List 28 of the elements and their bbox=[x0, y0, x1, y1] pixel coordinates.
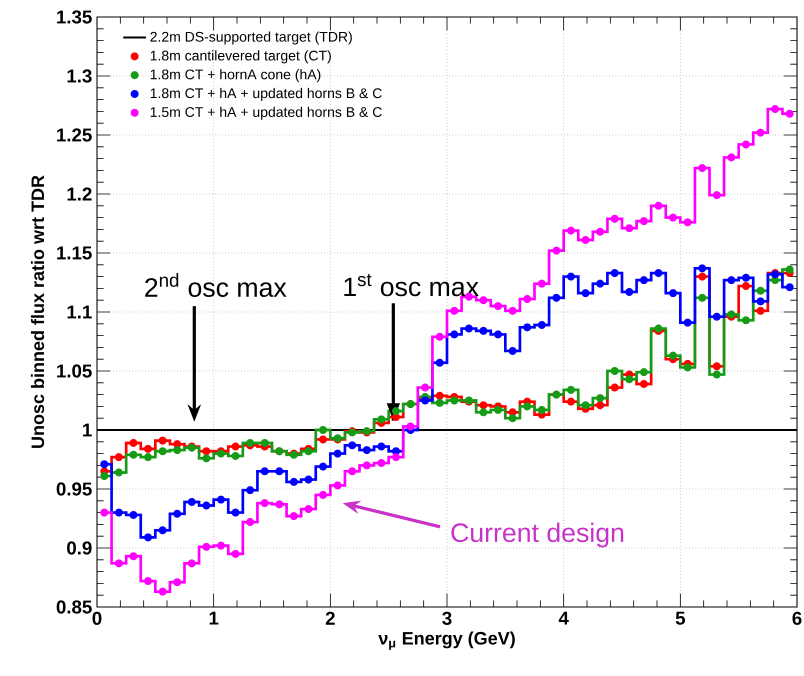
y-tick-label: 1.25 bbox=[57, 128, 92, 142]
x-tick-label: 4 bbox=[558, 612, 569, 625]
y-tick-label: 1.05 bbox=[57, 364, 92, 378]
annotation: 1$^{st}$ osc max bbox=[344, 274, 479, 296]
y-tick-label: 1.15 bbox=[57, 246, 92, 260]
x-tick-label: 5 bbox=[676, 612, 686, 625]
y-tick-label: 1.35 bbox=[57, 10, 92, 24]
y-tick-label: 0.85 bbox=[56, 600, 92, 614]
y-tick-label: 1.1 bbox=[68, 306, 92, 318]
y-tick-label: 0.9 bbox=[67, 541, 92, 555]
x-tick-label: 0 bbox=[92, 612, 102, 625]
x-axis-title: ν$_{μ}$ Energy (GeV) bbox=[378, 631, 515, 650]
legend-label: 1.8m cantilevered target (CT) bbox=[150, 50, 331, 64]
y-tick-label: 0.95 bbox=[56, 482, 92, 496]
y-tick-label: 1.2 bbox=[68, 187, 92, 201]
x-tick-label: 1 bbox=[210, 612, 218, 625]
x-tick-label: 2 bbox=[326, 612, 335, 625]
y-tick-label: 1 bbox=[83, 424, 92, 436]
annotation: 2$^{nd}$ osc max bbox=[145, 273, 286, 297]
legend-label: 1.8m CT + hA + updated horns B & C bbox=[150, 88, 382, 101]
y-tick-label: 1.3 bbox=[68, 69, 92, 83]
legend-label: 1.8m CT + hornA cone (hA) bbox=[150, 69, 320, 82]
x-tick-label: 6 bbox=[792, 612, 802, 625]
legend-label: 1.5m CT + hA + updated horns B & C bbox=[150, 106, 382, 120]
y-axis-title: Unosc binned flux ratio wrt TDR bbox=[30, 175, 44, 448]
x-tick-label: 3 bbox=[442, 612, 452, 625]
annotation: Current design bbox=[451, 522, 624, 548]
legend-label: 2.2m DS-supported target (TDR) bbox=[150, 31, 352, 45]
